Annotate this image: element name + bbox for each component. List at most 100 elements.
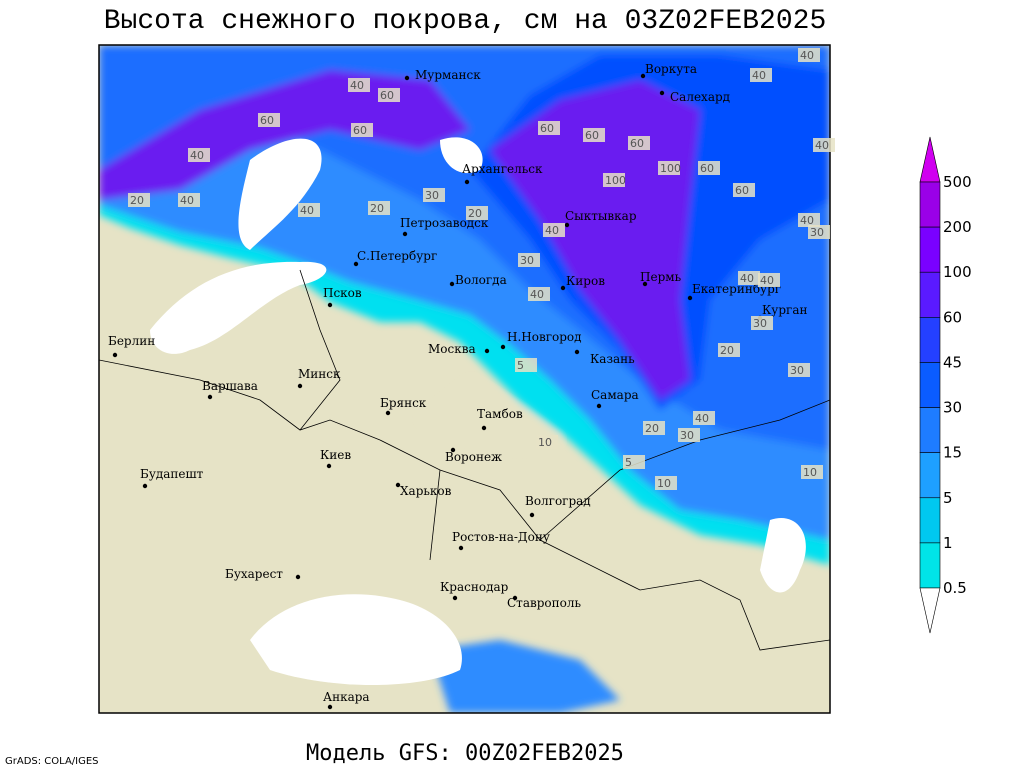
city-label: Краснодар [440, 580, 509, 594]
city-label: Вологда [455, 273, 507, 287]
contour-label-box [655, 476, 677, 490]
contour-label-box [583, 128, 605, 142]
city-dot [295, 574, 301, 580]
city-dot [484, 348, 490, 354]
contour-label-box [515, 358, 537, 372]
city-dot [464, 179, 470, 185]
contour-label: 10 [803, 466, 817, 479]
contour-label: 40 [740, 272, 754, 285]
contour-label: 10 [538, 436, 552, 449]
contour-label: 10 [657, 477, 671, 490]
colorbar-label: 45 [943, 353, 962, 371]
contour-label: 40 [695, 412, 709, 425]
city-label: Сыктывкар [565, 209, 637, 223]
contour-label-box [698, 161, 720, 175]
colorbar-box [919, 226, 941, 273]
city-label: Киров [566, 274, 605, 288]
contour-label-box [518, 253, 540, 267]
city-dot [297, 383, 303, 389]
city-label: Берлин [108, 334, 155, 348]
contour-label: 60 [585, 129, 599, 142]
colorbar-label: 1 [943, 534, 953, 552]
contour-label-box [298, 203, 320, 217]
contour-label: 20 [468, 207, 482, 220]
contour-label-box [751, 316, 773, 330]
city-label: Бухарест [225, 567, 283, 581]
city-label: Брянск [380, 396, 427, 410]
contour-label: 100 [660, 162, 681, 175]
city-label: Харьков [400, 484, 452, 498]
city-dot [560, 285, 566, 291]
colorbar-box [919, 181, 941, 228]
city-dot [327, 302, 333, 308]
contour-label: 60 [353, 124, 367, 137]
contour-label-box [178, 193, 200, 207]
contour-label: 20 [370, 202, 384, 215]
contour-label-box [378, 88, 400, 102]
contour-label-box [351, 123, 373, 137]
city-label: Анкара [323, 690, 370, 704]
colorbar-label: 60 [943, 308, 962, 326]
title: Высота снежного покрова, см на 03Z02FEB2… [104, 6, 827, 37]
city-dot [327, 704, 333, 710]
city-label: Пермь [640, 270, 682, 284]
contour-label: 20 [130, 194, 144, 207]
contour-label: 60 [260, 114, 274, 127]
contour-label-box [798, 48, 820, 62]
model-label: Модель GFS: 00Z02FEB2025 [306, 741, 624, 766]
city-dot [404, 75, 410, 81]
city-dot [458, 545, 464, 551]
city-dot [529, 512, 535, 518]
city-label: Мурманск [415, 68, 481, 82]
contour-label-box [628, 136, 650, 150]
city-dot [207, 394, 213, 400]
contour-label-box [801, 465, 823, 479]
contour-label-box [758, 273, 780, 287]
city-label: Казань [590, 352, 635, 366]
city-label: С.Петербург [357, 249, 437, 263]
contour-label: 40 [800, 214, 814, 227]
caspian-sea [760, 518, 806, 593]
colorbar-top [919, 136, 941, 183]
city-dot [512, 595, 518, 601]
city-dot [687, 295, 693, 301]
contour-label: 40 [180, 194, 194, 207]
contour-label-box [738, 271, 760, 285]
contour-label: 40 [350, 79, 364, 92]
colorbar-box [919, 452, 941, 499]
contour-label: 30 [790, 364, 804, 377]
contour-label-box [693, 411, 715, 425]
contour-label-box [808, 225, 830, 239]
contour-label: 60 [380, 89, 394, 102]
city-label: Псков [323, 286, 362, 300]
contour-label-box [603, 173, 625, 187]
city-dot [326, 463, 332, 469]
contour-label: 20 [645, 422, 659, 435]
contour-label-box [718, 343, 740, 357]
contour-label: 30 [520, 254, 534, 267]
city-dot [564, 222, 570, 228]
colorbar-box [919, 497, 941, 544]
contour-label-box [733, 183, 755, 197]
contour-label-box [528, 287, 550, 301]
city-dot [353, 261, 359, 267]
contour-label: 30 [680, 429, 694, 442]
city-label: Воркута [645, 62, 697, 76]
contour-label: 40 [800, 49, 814, 62]
colorbar-label: 0.5 [943, 579, 967, 597]
contour-label-box [188, 148, 210, 162]
city-label: Курган [762, 303, 807, 317]
contour-label-box [128, 193, 150, 207]
contour-label-box [788, 363, 810, 377]
contour-label: 60 [735, 184, 749, 197]
contour-label-box [543, 223, 565, 237]
contour-label: 40 [530, 288, 544, 301]
city-dot [642, 281, 648, 287]
city-label: Тамбов [477, 407, 523, 421]
contour-label-box [643, 421, 665, 435]
contour-label-box [348, 78, 370, 92]
contour-label: 60 [630, 137, 644, 150]
city-label: Ставрополь [507, 596, 581, 610]
